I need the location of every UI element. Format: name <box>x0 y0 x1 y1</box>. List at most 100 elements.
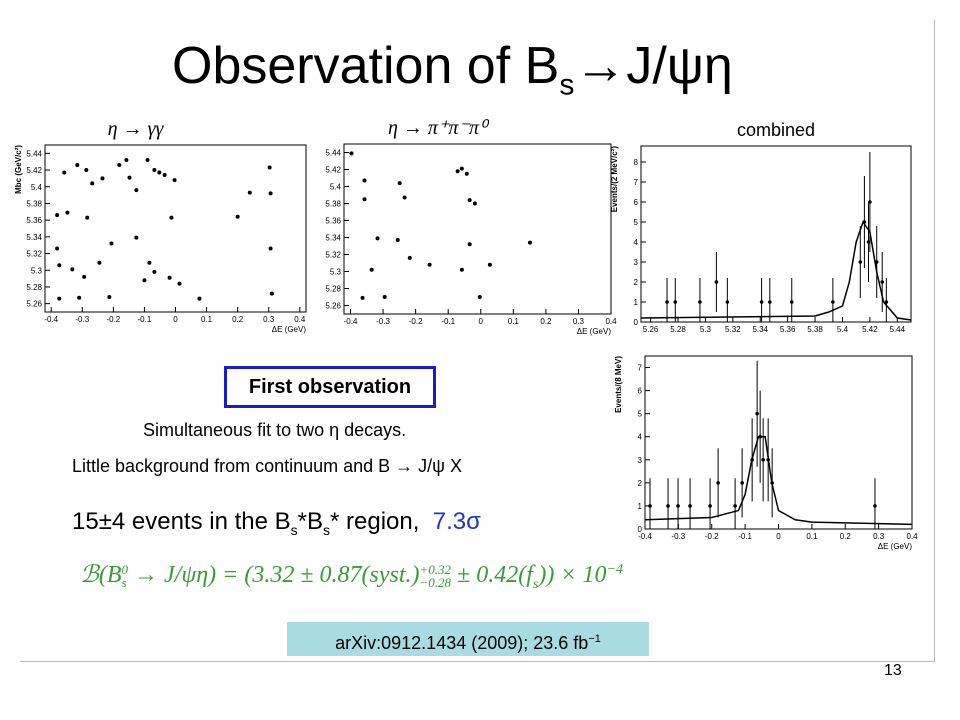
y-tick-label: 5.34 <box>325 234 341 243</box>
x-axis-label: ΔE (GeV) <box>577 327 612 336</box>
y-tick-label: 6 <box>634 198 639 207</box>
x-tick-label: 5.36 <box>780 325 796 334</box>
data-point <box>397 181 402 186</box>
data-point <box>124 158 129 163</box>
y-tick-label: 5 <box>638 410 643 419</box>
data-point <box>75 163 80 168</box>
data-point <box>109 241 114 246</box>
x-tick-label: 0 <box>479 317 484 326</box>
data-point <box>235 214 240 219</box>
y-tick-label: 5.28 <box>325 285 341 294</box>
y-tick-label: 5.26 <box>26 300 42 309</box>
data-point <box>65 210 70 215</box>
data-point <box>665 300 669 304</box>
data-point <box>62 170 67 175</box>
data-point <box>676 504 680 508</box>
x-tick-label: 0.1 <box>508 317 520 326</box>
y-tick-label: 5.3 <box>31 266 43 275</box>
data-point <box>459 267 464 272</box>
bottom-rule <box>20 661 935 662</box>
data-point <box>725 300 730 304</box>
data-point <box>360 295 365 300</box>
slide-title: Observation of Bs→J/ψη <box>172 36 733 102</box>
data-point <box>97 260 102 265</box>
data-point <box>427 262 432 267</box>
x-tick-label: 0 <box>776 532 781 541</box>
x-tick-label: 0.3 <box>873 532 885 541</box>
data-point <box>55 213 60 218</box>
data-point <box>100 176 105 181</box>
y-tick-label: 5.34 <box>26 233 42 242</box>
x-tick-label: 0.4 <box>605 317 617 326</box>
x-tick-label: 0.2 <box>232 315 244 324</box>
data-point <box>673 300 678 304</box>
data-point <box>698 300 702 304</box>
data-point <box>107 294 112 299</box>
x-tick-label: 5.44 <box>890 325 906 334</box>
x-tick-label: 5.34 <box>752 325 768 334</box>
data-point <box>134 235 139 240</box>
data-point <box>868 200 872 204</box>
plot-frame <box>44 144 307 313</box>
x-axis-label: ΔE (GeV) <box>878 542 913 551</box>
reference: arXiv:0912.1434 (2009); 23.6 fb−1 <box>287 622 649 656</box>
sup: −1 <box>588 633 601 645</box>
x-tick-label: 0 <box>173 315 178 324</box>
data-point <box>459 166 464 171</box>
data-point <box>477 295 482 299</box>
data-point <box>147 260 152 265</box>
data-point <box>467 242 472 247</box>
y-tick-label: 5.3 <box>330 268 342 277</box>
plot-title: η → π⁺π⁻π⁰ <box>388 117 490 139</box>
y-tick-label: 5.36 <box>325 217 341 226</box>
data-point <box>880 280 885 284</box>
data-point <box>766 458 770 462</box>
events-line: 15±4 events in the Bs*Bs* region, 7.3σ <box>72 508 481 538</box>
sub: s <box>532 576 539 592</box>
data-point <box>57 263 62 268</box>
data-point <box>755 411 759 416</box>
sup: +0.32 <box>419 562 452 578</box>
sub: −0.28 <box>419 575 452 591</box>
y-tick-label: 5.26 <box>325 302 341 311</box>
data-point <box>382 295 387 299</box>
data-point <box>407 255 412 260</box>
data-point <box>162 173 167 178</box>
data-point <box>862 220 867 224</box>
data-point <box>90 181 95 186</box>
y-tick-label: 5.44 <box>26 149 42 158</box>
x-tick-label: 5.38 <box>807 325 823 334</box>
highlight-box: First observation <box>224 366 436 408</box>
data-point <box>267 165 272 170</box>
x-tick-label: -0.3 <box>376 317 390 326</box>
x-tick-label: 5.28 <box>670 325 686 334</box>
y-tick-label: 5.28 <box>26 283 42 292</box>
data-point <box>874 260 879 264</box>
plot-frame <box>644 355 913 530</box>
x-tick-label: -0.3 <box>75 315 89 324</box>
x-tick-label: 5.42 <box>862 325 878 334</box>
y-tick-label: 5.4 <box>330 183 342 192</box>
y-tick-label: 5.42 <box>325 166 341 175</box>
y-tick-label: 5.4 <box>31 183 43 192</box>
data-point <box>648 504 652 508</box>
data-point <box>157 170 162 175</box>
x-tick-label: 0.1 <box>806 532 818 541</box>
data-point <box>527 240 532 245</box>
data-point <box>761 458 765 462</box>
data-point <box>145 158 150 163</box>
data-point <box>768 300 772 304</box>
y-tick-label: 5.38 <box>325 200 341 209</box>
y-tick-label: 0 <box>638 525 643 534</box>
data-point <box>167 275 172 280</box>
x-tick-label: 0.1 <box>201 315 213 324</box>
data-point <box>487 262 492 267</box>
data-point <box>85 215 90 220</box>
data-point <box>708 504 712 508</box>
text: ℬ(B <box>80 562 122 588</box>
data-point <box>142 278 147 283</box>
y-tick-label: 8 <box>634 158 639 167</box>
y-tick-label: 7 <box>634 178 639 187</box>
